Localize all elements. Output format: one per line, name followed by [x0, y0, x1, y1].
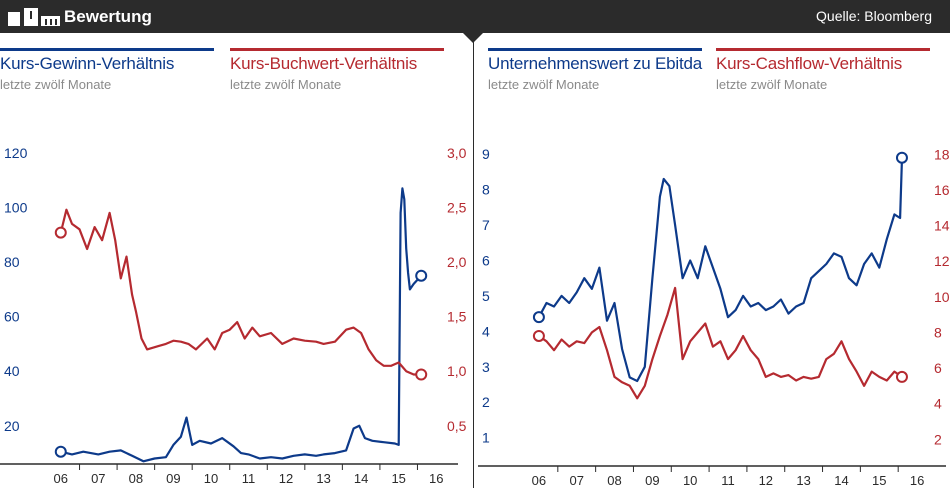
left-tick-label: 1 [482, 430, 490, 446]
right-tick-label: 0,5 [447, 418, 467, 434]
x-tick-label: 10 [683, 473, 697, 488]
series-start-marker [54, 226, 67, 239]
left-tick-label: 9 [482, 146, 490, 162]
left-tick-label: 7 [482, 217, 490, 233]
legend-kgv: Kurs-Gewinn-Verhältnis letzte zwölf Mona… [0, 48, 214, 92]
series-end-marker [895, 151, 908, 164]
x-tick-label: 16 [429, 471, 443, 486]
series-start-marker [54, 445, 67, 458]
right-tick-label: 3,0 [447, 145, 467, 161]
right-tick-label: 1,5 [447, 309, 467, 325]
left-tick-label: 2 [482, 394, 490, 410]
x-tick-label: 15 [391, 471, 405, 486]
left-tick-label: 5 [482, 288, 490, 304]
x-tick-label: 07 [569, 473, 583, 488]
x-tick-label: 13 [796, 473, 810, 488]
x-tick-label: 11 [242, 471, 256, 486]
legend-kbv-bar [230, 48, 444, 51]
series-line-red [538, 286, 903, 400]
left-tick-label: 60 [4, 309, 20, 325]
right-tick-label: 10 [934, 289, 950, 305]
left-tick-label: 20 [4, 418, 20, 434]
series-line-red [59, 208, 422, 376]
right-tick-label: 1,0 [447, 363, 467, 379]
legend-kbv-sub: letzte zwölf Monate [230, 77, 342, 92]
right-tick-label: 2 [934, 431, 942, 447]
left-tick-label: 8 [482, 182, 490, 198]
series-start-marker [532, 311, 545, 324]
right-tick-label: 2,0 [447, 254, 467, 270]
left-tick-label: 80 [4, 254, 20, 270]
right-tick-label: 14 [934, 218, 950, 234]
legend-kgv-sub: letzte zwölf Monate [0, 77, 112, 92]
right-tick-label: 8 [934, 324, 942, 340]
x-tick-label: 14 [354, 471, 368, 486]
legend-kcv-sub: letzte zwölf Monate [716, 77, 828, 92]
left-tick-label: 3 [482, 359, 490, 375]
right-tick-label: 2,5 [447, 199, 467, 215]
left-tick-label: 40 [4, 363, 20, 379]
x-tick-label: 16 [910, 473, 924, 488]
x-tick-label: 07 [91, 471, 105, 486]
series-end-marker [415, 269, 428, 282]
legend-kcv-name: Kurs-Cashflow-Verhältnis [716, 54, 903, 73]
panel-divider [473, 36, 474, 488]
series-line-blue [537, 157, 904, 383]
right-tick-label: 4 [934, 396, 942, 412]
x-tick-label: 15 [872, 473, 886, 488]
legend-kcv: Kurs-Cashflow-Verhältnis letzte zwölf Mo… [716, 48, 930, 92]
page-title: Bewertung [64, 7, 152, 26]
legend-ev-ebitda-sub: letzte zwölf Monate [488, 77, 600, 92]
series-end-marker [415, 368, 428, 381]
series-start-marker [532, 329, 545, 342]
legend-kgv-name: Kurs-Gewinn-Verhältnis [0, 54, 175, 73]
legend-kbv: Kurs-Buchwert-Verhältnis letzte zwölf Mo… [230, 48, 444, 92]
header-bar: Bewertung Quelle: Bloomberg [0, 0, 950, 33]
legend-ev-ebitda-name: Unternehmenswert zu Ebitda [488, 54, 703, 73]
x-tick-label: 09 [645, 473, 659, 488]
left-tick-label: 100 [4, 199, 28, 215]
right-tick-label: 12 [934, 253, 950, 269]
left-tick-label: 6 [482, 252, 490, 268]
x-tick-label: 13 [316, 471, 330, 486]
left-tick-label: 120 [4, 145, 28, 161]
x-tick-label: 06 [54, 471, 68, 486]
legend-kcv-bar [716, 48, 930, 51]
right-tick-label: 6 [934, 360, 942, 376]
legend-ev-ebitda: Unternehmenswert zu Ebitda letzte zwölf … [488, 48, 702, 92]
series-line-blue [60, 187, 423, 463]
legend-kbv-name: Kurs-Buchwert-Verhältnis [230, 54, 417, 73]
x-tick-label: 09 [166, 471, 180, 486]
x-tick-label: 11 [721, 473, 735, 488]
x-tick-label: 08 [607, 473, 621, 488]
x-tick-label: 08 [129, 471, 143, 486]
x-tick-label: 10 [204, 471, 218, 486]
x-tick-label: 12 [279, 471, 293, 486]
x-tick-label: 06 [532, 473, 546, 488]
right-tick-label: 18 [934, 146, 950, 162]
source-label: Quelle: Bloomberg [816, 8, 932, 24]
left-tick-label: 4 [482, 323, 490, 339]
x-tick-label: 12 [759, 473, 773, 488]
legend-kgv-bar [0, 48, 214, 51]
legend-ev-ebitda-bar [488, 48, 702, 51]
x-tick-label: 14 [834, 473, 848, 488]
right-tick-label: 16 [934, 182, 950, 198]
logo-icon [8, 8, 60, 26]
series-end-marker [895, 370, 908, 383]
